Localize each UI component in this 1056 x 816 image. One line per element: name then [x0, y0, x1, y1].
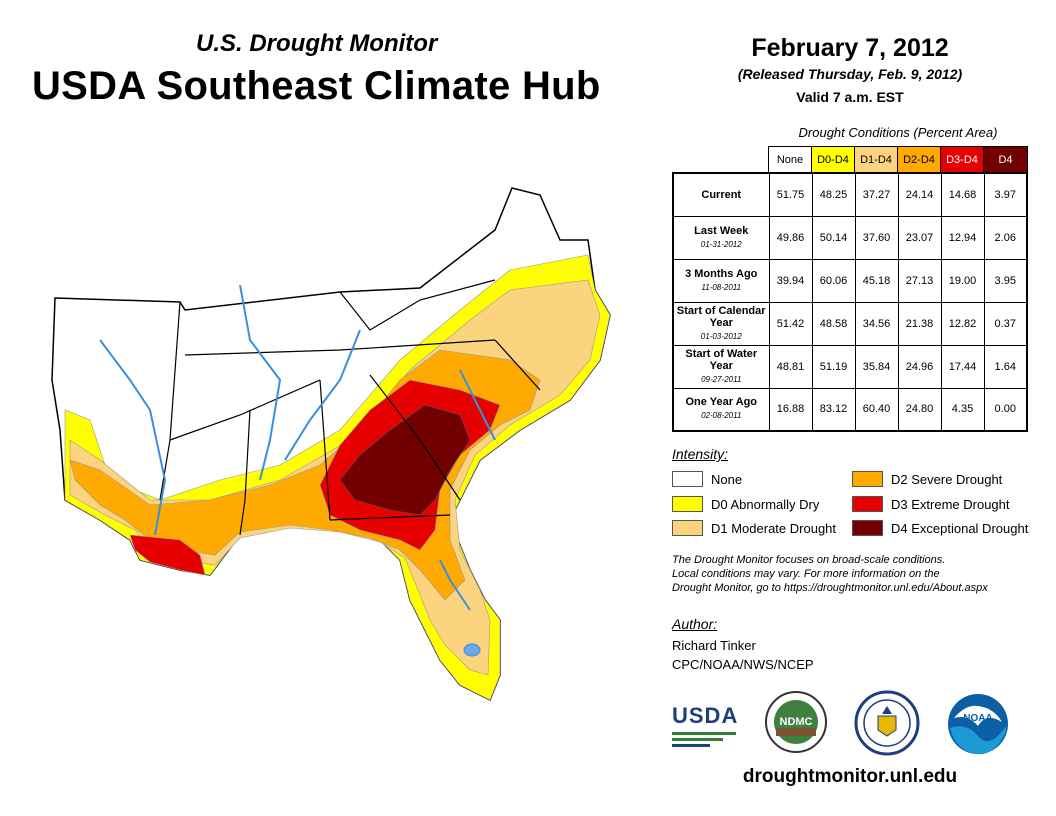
cell-value: 24.96 — [897, 344, 942, 389]
cell-value: 2.06 — [983, 215, 1028, 260]
header-d1-d4: D1-D4 — [855, 147, 898, 173]
cell-value: 24.80 — [897, 387, 942, 432]
author-organization: CPC/NOAA/NWS/NCEP — [672, 657, 814, 672]
legend-item-d3: D3 Extreme Drought — [852, 496, 1010, 512]
legend-label: D1 Moderate Drought — [711, 520, 837, 536]
legend-item-none: None — [672, 471, 742, 487]
cell-value: 12.94 — [940, 215, 985, 260]
legend-swatch — [852, 496, 883, 512]
author-name: Richard Tinker — [672, 638, 756, 653]
d4-area — [339, 404, 471, 516]
header-d3-d4: D3-D4 — [941, 147, 984, 173]
release-date: (Released Thursday, Feb. 9, 2012) — [737, 66, 963, 82]
cell-value: 3.95 — [983, 258, 1028, 303]
table-header: None D0-D4 D1-D4 D2-D4 D3-D4 D4 — [768, 146, 1028, 173]
cell-value: 39.94 — [768, 258, 813, 303]
table-row: Current 51.75 48.25 37.27 24.14 14.68 3.… — [672, 172, 1028, 217]
legend-label: D4 Exceptional Drought — [891, 520, 1029, 536]
legend-label: D3 Extreme Drought — [891, 496, 1010, 512]
cell-value: 0.00 — [983, 387, 1028, 432]
author-heading: Author: — [672, 616, 718, 632]
row-label: One Year Ago 02-08-2011 — [672, 387, 770, 432]
row-label: Last Week 01-31-2012 — [672, 215, 770, 260]
cell-value: 60.06 — [811, 258, 856, 303]
legend-heading: Intensity: — [672, 446, 729, 462]
map-date: February 7, 2012 — [751, 34, 949, 62]
row-label: 3 Months Ago 11-08-2011 — [672, 258, 770, 303]
map-subtitle: U.S. Drought Monitor — [196, 30, 438, 57]
svg-text:NDMC: NDMC — [780, 716, 813, 728]
cell-value: 60.40 — [854, 387, 899, 432]
legend-item-d0: D0 Abnormally Dry — [672, 496, 819, 512]
legend-item-d1: D1 Moderate Drought — [672, 520, 836, 536]
cell-value: 35.84 — [854, 344, 899, 389]
lake-okeechobee — [463, 643, 481, 657]
cell-value: 83.12 — [811, 387, 856, 432]
cell-value: 37.60 — [854, 215, 899, 260]
legend-item-d4: D4 Exceptional Drought — [852, 520, 1028, 536]
legend-label: D2 Severe Drought — [891, 471, 1003, 487]
cell-value: 48.81 — [768, 344, 813, 389]
row-label: Current — [672, 172, 770, 217]
usda-logo: USDA — [672, 703, 737, 749]
doc-seal-logo — [854, 690, 920, 756]
header-d4: D4 — [984, 147, 1027, 173]
website-url[interactable]: droughtmonitor.unl.edu — [742, 766, 958, 787]
legend-label: None — [711, 471, 743, 487]
cell-value: 3.97 — [983, 172, 1028, 217]
cell-value: 12.82 — [940, 301, 985, 346]
row-label: Start of Calendar Year 01-03-2012 — [672, 301, 770, 346]
legend-label: D0 Abnormally Dry — [711, 496, 820, 512]
valid-time: Valid 7 a.m. EST — [796, 89, 904, 105]
cell-value: 0.37 — [983, 301, 1028, 346]
svg-text:NOAA: NOAA — [963, 713, 992, 724]
row-label: Start of Water Year 09-27-2011 — [672, 344, 770, 389]
cell-value: 23.07 — [897, 215, 942, 260]
legend-swatch — [852, 520, 883, 536]
cell-value: 4.35 — [940, 387, 985, 432]
table-row: One Year Ago 02-08-2011 16.88 83.12 60.40… — [672, 387, 1028, 432]
cell-value: 19.00 — [940, 258, 985, 303]
cell-value: 51.42 — [768, 301, 813, 346]
table-row: Last Week 01-31-2012 49.86 50.14 37.60 23… — [672, 215, 1028, 260]
cell-value: 1.64 — [983, 344, 1028, 389]
d3-area-louisiana — [129, 534, 206, 576]
cell-value: 16.88 — [768, 387, 813, 432]
legend-swatch — [672, 520, 703, 536]
cell-value: 45.18 — [854, 258, 899, 303]
cell-value: 27.13 — [897, 258, 942, 303]
table-caption: Drought Conditions (Percent Area) — [798, 125, 998, 140]
legend-swatch — [852, 471, 883, 487]
legend-swatch — [672, 471, 703, 487]
state-boundaries — [159, 279, 541, 536]
cell-value: 24.14 — [897, 172, 942, 217]
noaa-logo: NOAA — [948, 694, 1008, 755]
cell-value: 37.27 — [854, 172, 899, 217]
cell-value: 14.68 — [940, 172, 985, 217]
rivers — [99, 284, 496, 611]
table-row: 3 Months Ago 11-08-2011 39.94 60.06 45.18… — [672, 258, 1028, 303]
ndmc-logo: NDMC — [765, 691, 827, 753]
table-row: Start of Calendar Year 01-03-2012 51.42 4… — [672, 301, 1028, 346]
disclaimer-note: The Drought Monitor focuses on broad-sca… — [672, 554, 988, 594]
drought-map — [51, 187, 611, 702]
table-row: Start of Water Year 09-27-2011 48.81 51.1… — [672, 344, 1028, 389]
map-title: USDA Southeast Climate Hub — [32, 64, 601, 108]
cell-value: 50.14 — [811, 215, 856, 260]
cell-value: 51.75 — [768, 172, 813, 217]
cell-value: 49.86 — [768, 215, 813, 260]
header-d2-d4: D2-D4 — [898, 147, 941, 173]
drought-table: Current 51.75 48.25 37.27 24.14 14.68 3.… — [672, 172, 1028, 432]
cell-value: 48.58 — [811, 301, 856, 346]
cell-value: 48.25 — [811, 172, 856, 217]
header-none: None — [769, 147, 812, 173]
cell-value: 17.44 — [940, 344, 985, 389]
cell-value: 21.38 — [897, 301, 942, 346]
legend-item-d2: D2 Severe Drought — [852, 471, 1002, 487]
legend-swatch — [672, 496, 703, 512]
cell-value: 51.19 — [811, 344, 856, 389]
cell-value: 34.56 — [854, 301, 899, 346]
header-d0-d4: D0-D4 — [812, 147, 855, 173]
